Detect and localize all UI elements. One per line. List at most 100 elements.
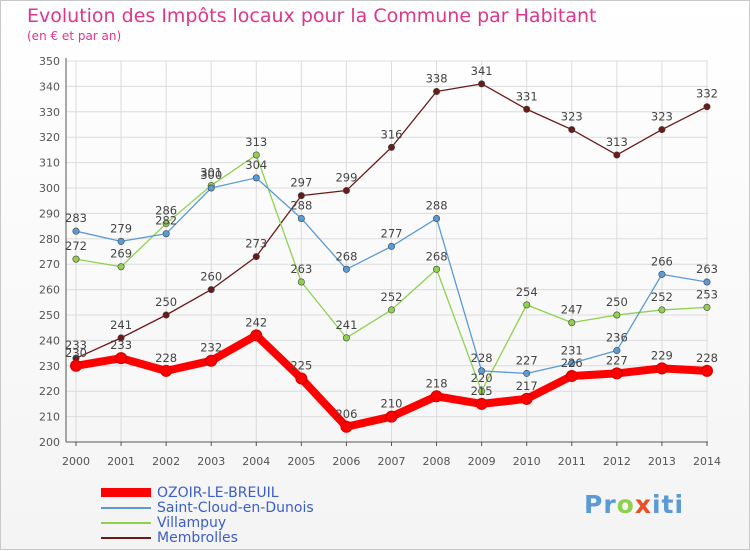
y-tick-label: 250 — [39, 309, 60, 322]
grid-layer — [66, 60, 708, 443]
data-label: 250 — [606, 295, 628, 309]
data-point — [252, 151, 260, 159]
data-point — [613, 347, 621, 355]
axis-layer: 200 210 220 230 240 250 260 270 280 290 300 310 320 3… — [39, 55, 721, 468]
data-label: 228 — [471, 351, 493, 365]
data-label: 279 — [110, 221, 132, 235]
data-label: 304 — [245, 158, 267, 172]
x-tick-label: 2011 — [558, 455, 586, 468]
data-label: 228 — [155, 351, 177, 365]
y-tick-label: 240 — [39, 334, 60, 347]
data-point — [72, 255, 80, 263]
data-point — [162, 311, 170, 319]
data-point — [655, 362, 668, 375]
data-label: 226 — [561, 356, 583, 370]
legend-item: OZOIR-LE-BREUIL — [101, 485, 314, 501]
data-label: 277 — [381, 226, 403, 240]
data-point — [117, 263, 125, 271]
x-tick-label: 2004 — [242, 455, 270, 468]
data-label: 247 — [561, 303, 583, 317]
data-point — [297, 192, 305, 200]
data-label: 215 — [471, 384, 493, 398]
x-tick-label: 2014 — [693, 455, 721, 468]
data-point — [523, 105, 531, 113]
data-point — [115, 352, 128, 365]
data-label: 268 — [426, 249, 448, 263]
data-point — [340, 420, 353, 433]
data-point — [658, 270, 666, 278]
x-tick-label: 2006 — [332, 455, 360, 468]
data-point — [568, 126, 576, 134]
data-point — [385, 410, 398, 423]
data-label: 316 — [381, 127, 403, 141]
data-label: 250 — [155, 295, 177, 309]
data-label: 313 — [245, 135, 267, 149]
data-point — [520, 392, 533, 405]
y-tick-label: 260 — [39, 284, 60, 297]
data-point — [478, 80, 486, 88]
data-label: 297 — [290, 176, 312, 190]
data-label-layer: 233 241 250 260 273 297 299 316 338 341 331 323 313 3… — [65, 64, 718, 421]
data-label: 220 — [471, 371, 493, 385]
legend-swatch — [101, 488, 151, 497]
data-point — [72, 227, 80, 235]
x-tick-label: 2005 — [287, 455, 315, 468]
data-point — [610, 367, 623, 380]
data-point — [478, 387, 486, 395]
data-label: 260 — [200, 270, 222, 284]
data-label: 252 — [651, 290, 673, 304]
legend-item: Villampuy — [101, 514, 314, 531]
y-tick-label: 200 — [39, 436, 60, 449]
data-label: 263 — [696, 262, 718, 276]
x-tick-label: 2003 — [197, 455, 225, 468]
legend-label: Membrolles — [157, 529, 238, 546]
data-point — [160, 364, 173, 377]
data-label: 236 — [606, 331, 628, 345]
data-point — [523, 301, 531, 309]
data-label: 254 — [516, 285, 538, 299]
data-label: 242 — [245, 315, 267, 329]
data-point — [207, 286, 215, 294]
x-tick-label: 2002 — [152, 455, 180, 468]
data-point — [475, 397, 488, 410]
data-point — [342, 187, 350, 195]
data-label: 288 — [426, 198, 448, 212]
data-point — [297, 278, 305, 286]
y-tick-label: 210 — [39, 411, 60, 424]
data-point — [250, 329, 263, 342]
x-tick-label: 2007 — [377, 455, 405, 468]
data-label: 269 — [110, 247, 132, 261]
data-label: 263 — [290, 262, 312, 276]
x-tick-label: 2009 — [468, 455, 496, 468]
data-label: 313 — [606, 135, 628, 149]
data-point — [207, 184, 215, 192]
y-tick-label: 350 — [39, 55, 60, 68]
data-label: 301 — [200, 165, 222, 179]
data-point — [703, 103, 711, 111]
data-point — [565, 369, 578, 382]
legend-label: Villampuy — [157, 514, 227, 531]
data-point — [613, 311, 621, 319]
data-label: 286 — [155, 204, 177, 218]
legend-item: Saint-Cloud-en-Dunois — [101, 499, 314, 516]
data-label: 227 — [516, 353, 538, 367]
x-tick-label: 2001 — [107, 455, 135, 468]
y-tick-label: 270 — [39, 258, 60, 271]
data-point — [523, 369, 531, 377]
data-point — [70, 359, 82, 372]
data-label: 230 — [65, 346, 87, 360]
data-label: 241 — [335, 318, 357, 332]
data-point — [703, 303, 711, 311]
legend-swatch — [101, 506, 151, 509]
data-point — [700, 364, 713, 377]
data-point — [252, 253, 260, 261]
data-label: 210 — [381, 397, 403, 411]
data-label: 300 — [200, 168, 222, 182]
data-point — [162, 220, 170, 228]
x-tick-label: 2012 — [603, 455, 631, 468]
data-label: 323 — [561, 110, 583, 124]
data-point — [568, 319, 576, 327]
legend-label: Saint-Cloud-en-Dunois — [157, 499, 314, 516]
y-tick-label: 290 — [39, 207, 60, 220]
